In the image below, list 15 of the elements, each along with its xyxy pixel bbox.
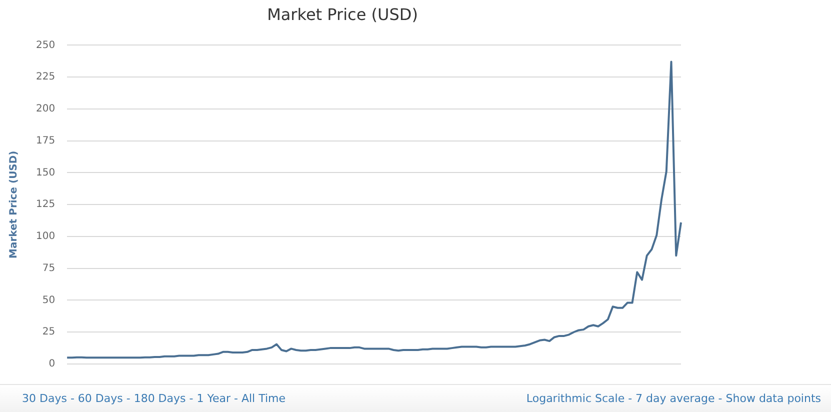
y-tick-label: 200 [36,104,56,115]
y-tick-label: 100 [36,231,56,242]
y-tick-label: 175 [36,135,56,146]
y-tick-label: 0 [48,358,56,370]
text: 30 Days - 60 Days - 180 Days - 1 Year - All Time [22,392,286,405]
y-tick-label: 150 [36,167,56,178]
y-tick-label: 250 [36,40,56,51]
text: Logarithmic Scale - 7 day average - Show data points [526,392,821,405]
y-tick-label: 225 [36,72,56,83]
y-tick-label: 25 [42,326,56,338]
y-axis-title: Market Price (USD) [8,150,20,258]
y-tick-label: 50 [42,294,56,306]
y-tick-label: 75 [42,262,56,274]
chart-title: Market Price (USD) [267,4,418,24]
y-tick-label: 125 [36,199,56,210]
